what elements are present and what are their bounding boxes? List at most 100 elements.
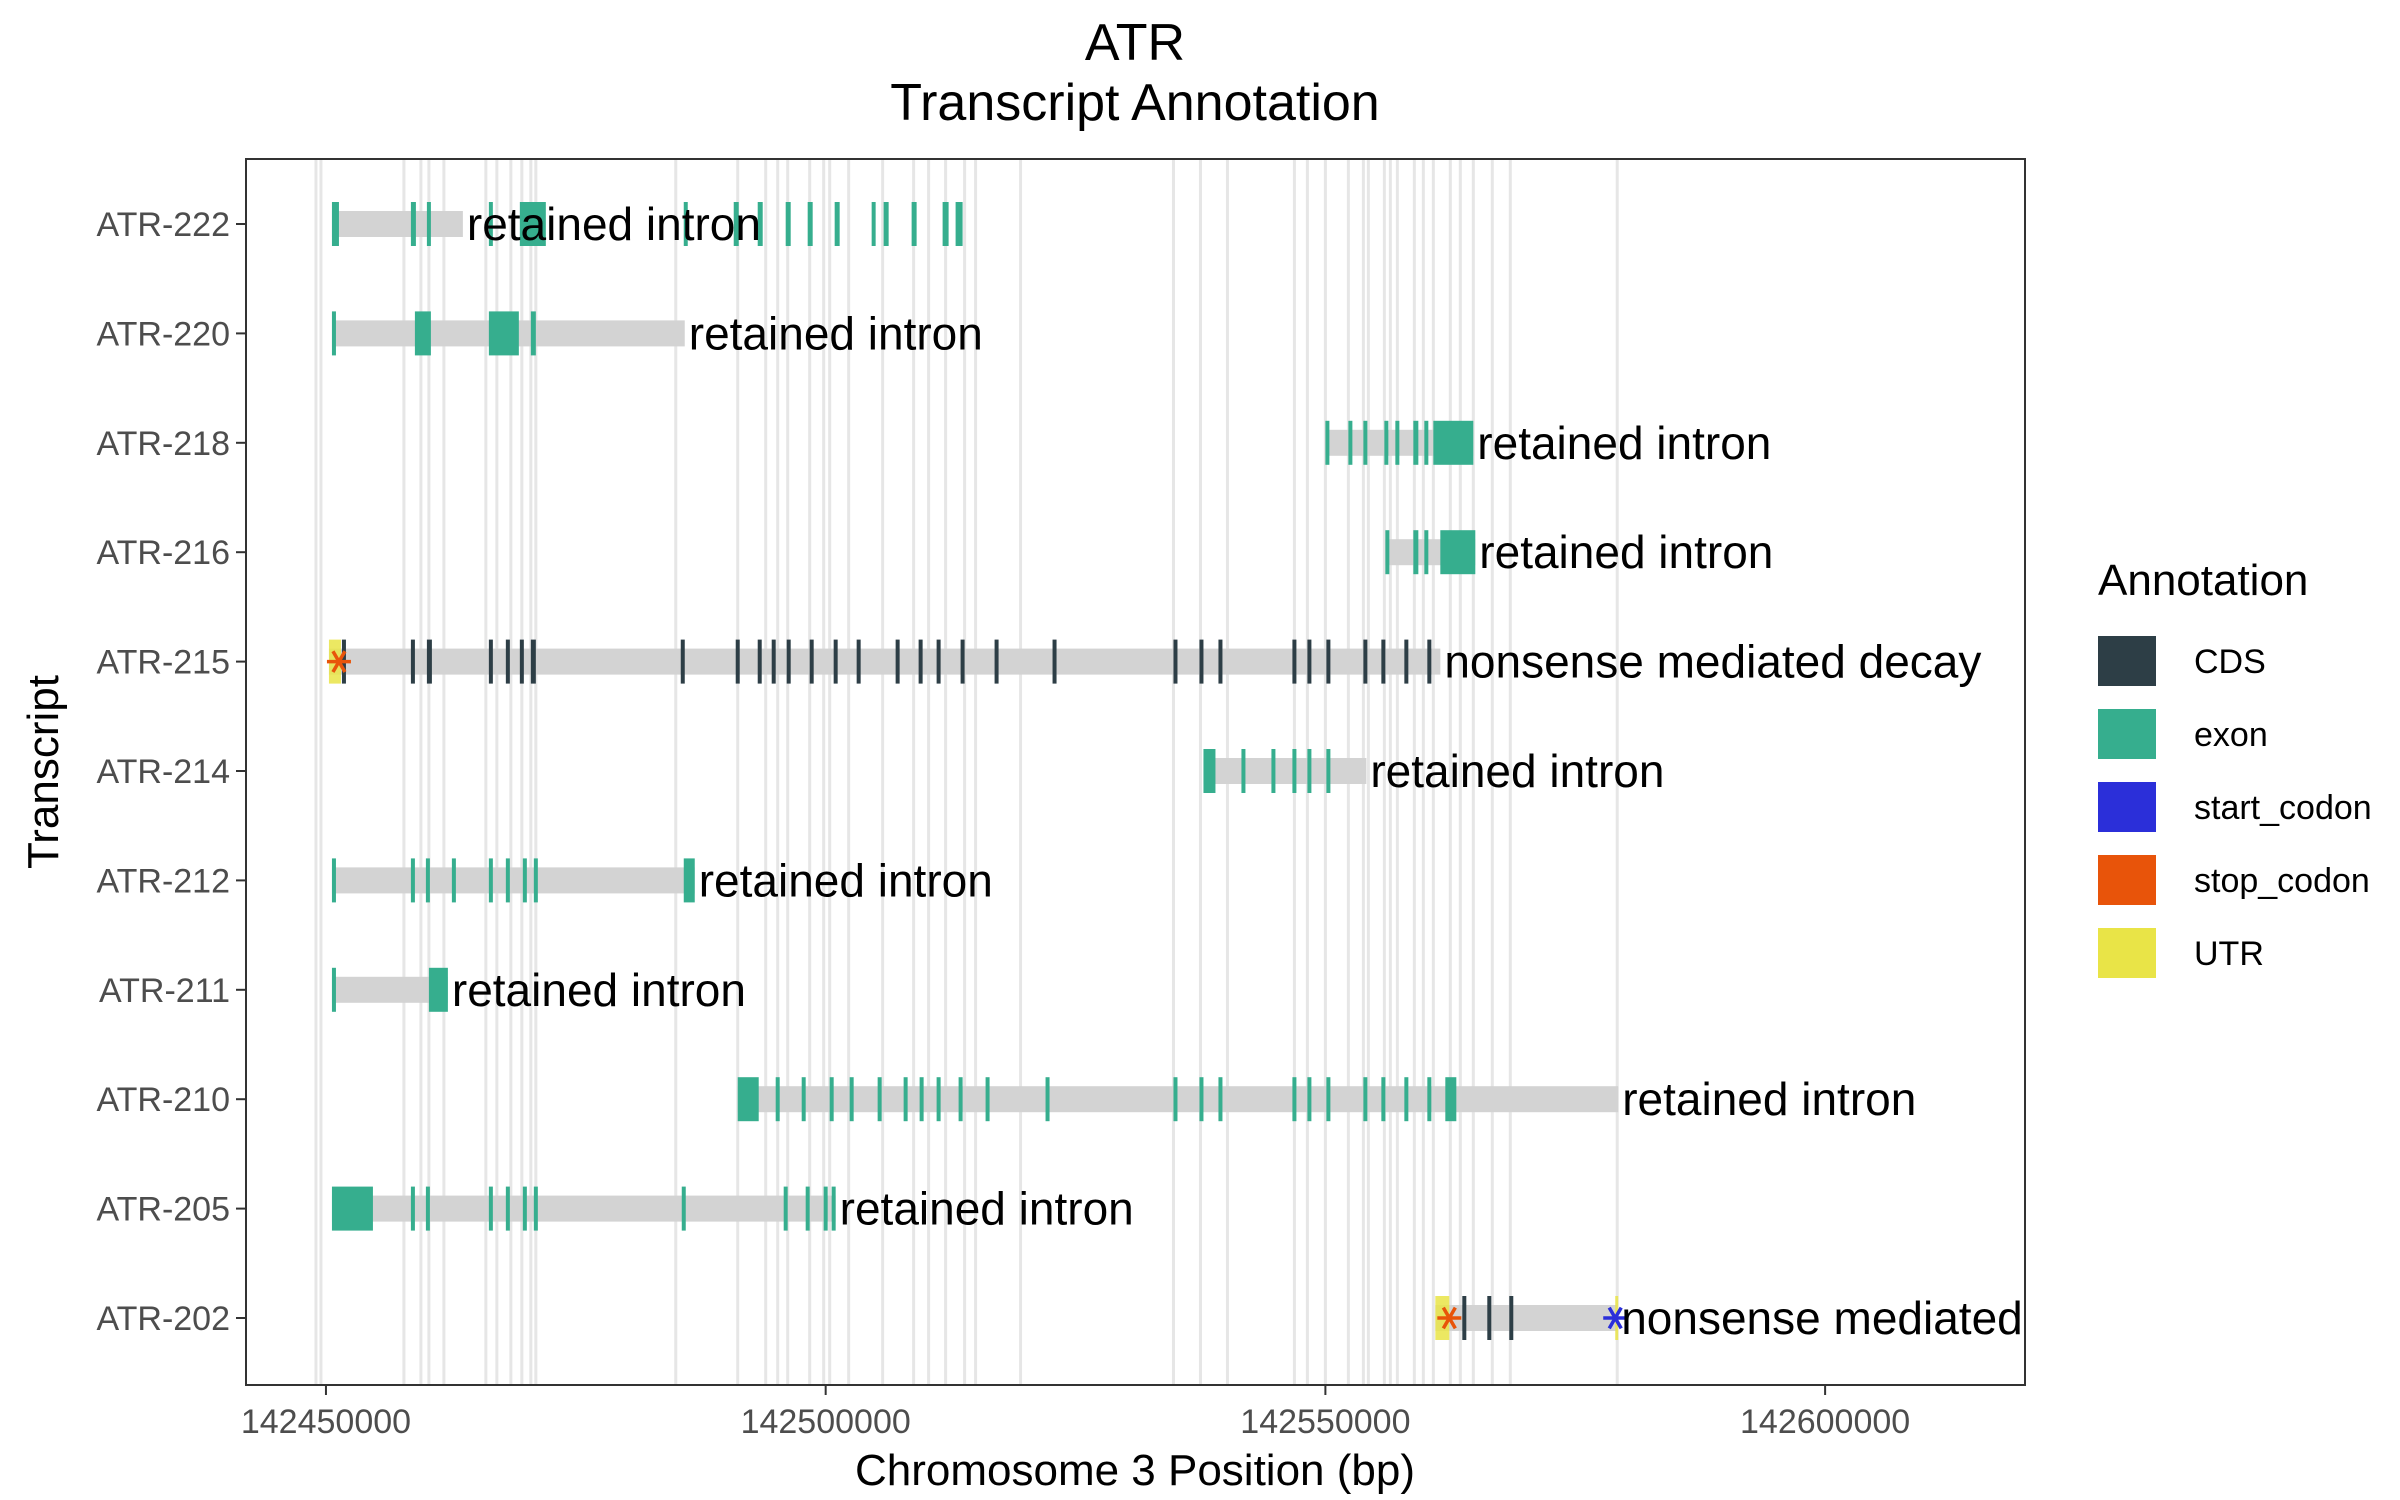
cds-block [426, 639, 432, 684]
cds-block [1173, 639, 1178, 684]
exon-block [505, 1186, 510, 1231]
exon-block [801, 1077, 806, 1122]
transcript-row: retained intron [331, 1183, 1134, 1235]
exon-block [849, 1077, 854, 1122]
transcript-biotype-label: nonsense mediated decay [1444, 636, 1981, 688]
cds-block [1404, 639, 1409, 684]
exon-block [911, 202, 917, 246]
cds-block [960, 639, 965, 684]
exon-block [1413, 530, 1419, 575]
x-tick-label: 142600000 [1740, 1403, 1910, 1441]
exon-block [1385, 530, 1390, 575]
exon-block [775, 1077, 780, 1122]
intron-backbone [737, 1086, 1619, 1113]
legend-label: UTR [2194, 935, 2264, 973]
exon-block [425, 1186, 430, 1231]
exon-block [737, 1077, 759, 1122]
y-tick-label: ATR-210 [96, 1081, 230, 1119]
exon-block [522, 858, 527, 903]
exon-block [1173, 1077, 1178, 1122]
intron-backbone [331, 211, 463, 237]
y-tick-label: ATR-215 [96, 644, 230, 682]
cds-block [1509, 1296, 1514, 1340]
exon-block [1292, 1077, 1297, 1122]
intron-backbone [1203, 758, 1367, 784]
legend-swatch-exon [2098, 709, 2156, 759]
exon-block [823, 1186, 828, 1231]
exon-block [683, 858, 695, 903]
exon-block [488, 202, 493, 246]
exon-block [1203, 749, 1216, 793]
intron-backbone [331, 976, 448, 1003]
transcript-biotype-label: retained intron [1622, 1073, 1916, 1125]
exon-block [1445, 1077, 1457, 1122]
legend-swatch-start-codon [2098, 782, 2156, 832]
exon-block [1326, 1077, 1331, 1122]
exon-block [488, 1186, 493, 1231]
plot-marks: retained intron retained intron retained i… [326, 198, 2023, 1344]
exon-block [331, 202, 339, 246]
y-tick-label: ATR-220 [96, 315, 230, 353]
exon-block [1395, 420, 1400, 465]
legend-label: CDS [2194, 643, 2266, 681]
exon-block [1045, 1077, 1050, 1122]
cds-block [856, 639, 861, 684]
transcript-biotype-label: retained intron [1370, 745, 1664, 797]
y-tick-label: ATR-202 [96, 1300, 230, 1338]
exon-block [428, 967, 448, 1012]
cds-block [519, 639, 524, 684]
y-tick-label: ATR-218 [96, 425, 230, 463]
cds-block [1307, 639, 1312, 684]
x-tick-label: 142550000 [1240, 1403, 1410, 1441]
exon-block [451, 858, 456, 903]
star-stroke [1607, 1306, 1623, 1330]
intron-backbone [331, 1195, 836, 1222]
transcript-biotype-label: retained intron [467, 198, 761, 250]
exon-block [410, 202, 416, 246]
cds-block [1487, 1296, 1492, 1340]
exon-block [1413, 420, 1419, 465]
exon-block [1424, 420, 1429, 465]
exon-block [955, 202, 963, 246]
transcript-row: retained intron [1385, 526, 1773, 578]
exon-block [488, 858, 493, 903]
chart-title: ATR [1085, 14, 1185, 72]
exon-block [1199, 1077, 1204, 1122]
exon-block [533, 1186, 538, 1231]
exon-block [331, 858, 336, 903]
exon-block [1292, 749, 1297, 793]
exon-block [877, 1077, 882, 1122]
transcript-biotype-label: retained intron [452, 964, 746, 1016]
stop-codon-marker [1437, 1306, 1462, 1330]
exon-block [1427, 1077, 1432, 1122]
y-tick-label: ATR-205 [96, 1191, 230, 1229]
exon-block [410, 1186, 415, 1231]
exon-block [883, 202, 889, 246]
exon-block [488, 311, 519, 356]
exon-block [1325, 420, 1330, 465]
exon-block [1307, 749, 1312, 793]
cds-block [833, 639, 838, 684]
exon-block [733, 202, 739, 246]
cds-block [1292, 639, 1297, 684]
transcript-row: retained intron [737, 1073, 1916, 1125]
plot-panel [314, 159, 1619, 1385]
exon-block [410, 858, 415, 903]
cds-block [786, 639, 791, 684]
exon-block [414, 311, 431, 356]
x-axis-title: Chromosome 3 Position (bp) [855, 1446, 1415, 1495]
exon-block [831, 1186, 836, 1231]
y-axis: ATR-222 ATR-220 ATR-218 ATR-216 ATR-215 ATR-2… [96, 206, 246, 1338]
exon-block [807, 202, 813, 246]
exon-block [919, 1077, 924, 1122]
cds-block [530, 639, 536, 684]
exon-block [425, 858, 430, 903]
exon-block [1404, 1077, 1409, 1122]
exon-block [903, 1077, 908, 1122]
exon-block [1363, 420, 1368, 465]
stop-codon-marker [326, 650, 351, 673]
cds-block [809, 639, 814, 684]
exon-block [1433, 420, 1474, 465]
exon-block [530, 311, 536, 356]
